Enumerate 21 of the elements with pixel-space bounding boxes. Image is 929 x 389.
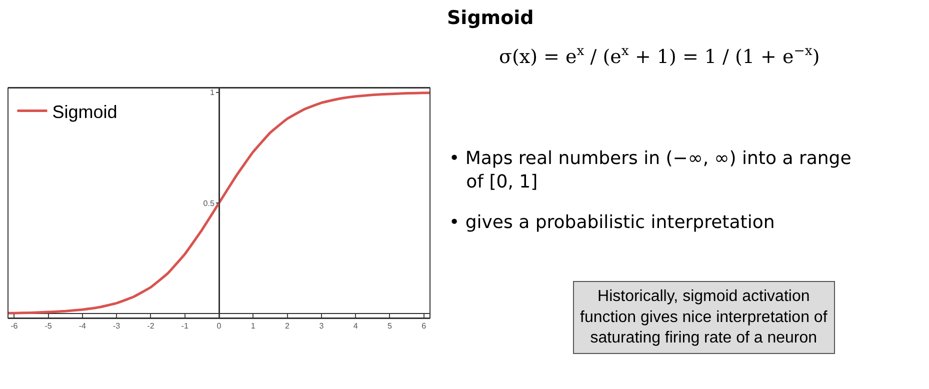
- text: Sigmoid: [447, 7, 534, 30]
- text: Historically, sigmoid activation function gives nice interpretation of saturating firing rate of a neuron: [580, 288, 828, 347]
- x-tick-label: -4: [78, 322, 87, 331]
- x-tick-label: -5: [44, 322, 52, 331]
- x-tick-label: 5: [387, 322, 392, 331]
- x-tick-label: 2: [285, 322, 290, 331]
- x-tick-label: 0: [216, 322, 222, 331]
- x-tick-label: 3: [319, 322, 324, 331]
- x-tick-label: -2: [147, 322, 155, 331]
- text: • gives a probabilistic interpretation: [449, 212, 775, 233]
- x-tick-label: -6: [10, 322, 18, 331]
- x-tick-label: -3: [113, 322, 121, 331]
- x-tick-label: 1: [250, 322, 256, 331]
- line-series: [8, 92, 430, 314]
- x-tick-label: 6: [422, 322, 427, 331]
- y-tick-label: 0.5: [203, 198, 215, 208]
- text: σ(x) = e$^{x}$ / (e$^{x}$ + 1) = 1 / (1 + e$^{−x}$): [499, 44, 820, 68]
- x-tick-label: -1: [181, 322, 189, 331]
- x-tick-label: 4: [353, 322, 358, 331]
- legend-label: Sigmoid: [52, 102, 118, 122]
- text: • Maps real numbers in (−∞, ∞) into a range of [0, 1]: [449, 148, 852, 192]
